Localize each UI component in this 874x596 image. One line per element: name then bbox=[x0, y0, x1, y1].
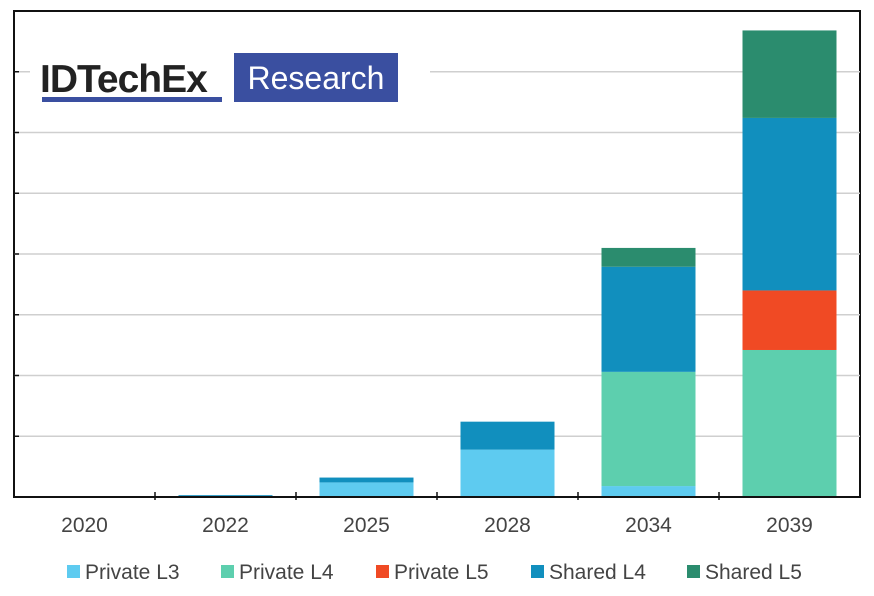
bars bbox=[178, 30, 837, 497]
legend-swatch bbox=[67, 565, 80, 578]
legend-swatch bbox=[531, 565, 544, 578]
legend-label: Private L3 bbox=[85, 561, 180, 584]
bar-segment bbox=[742, 349, 837, 497]
logo-secondary-badge bbox=[234, 53, 398, 102]
legend-label: Shared L5 bbox=[705, 561, 802, 584]
x-tick-label: 2020 bbox=[61, 514, 108, 537]
bar-segment bbox=[742, 117, 837, 291]
bar-segment bbox=[742, 290, 837, 350]
bar-segment bbox=[601, 371, 696, 487]
legend: Private L3 Private L4 Private L5 Shared L4 S… bbox=[67, 561, 802, 584]
logo-secondary-text: Research bbox=[248, 60, 385, 96]
x-tick-label: 2028 bbox=[484, 514, 531, 537]
legend-label: Shared L4 bbox=[549, 561, 646, 584]
bar-segment bbox=[601, 247, 696, 267]
bar-segment bbox=[460, 421, 555, 450]
legend-label: Private L5 bbox=[394, 561, 489, 584]
legend-label: Private L4 bbox=[239, 561, 334, 584]
x-tick-label: 2039 bbox=[766, 514, 813, 537]
bar-segment bbox=[601, 266, 696, 372]
x-tick-label: 2025 bbox=[343, 514, 390, 537]
idtechex-logo: IDTechEx Research bbox=[30, 46, 430, 108]
x-tick-label: 2022 bbox=[202, 514, 249, 537]
bar-segment bbox=[319, 482, 414, 497]
bar-segment bbox=[601, 486, 696, 497]
bar-segment bbox=[178, 495, 273, 497]
bar-segment bbox=[460, 449, 555, 497]
legend-swatch bbox=[221, 565, 234, 578]
bar-segment bbox=[742, 30, 837, 118]
logo-underline bbox=[42, 97, 222, 102]
legend-swatch bbox=[687, 565, 700, 578]
bar-segment bbox=[319, 477, 414, 483]
x-tick-label: 2034 bbox=[625, 514, 672, 537]
x-ticks: 2020 2022 2025 2028 2034 2039 bbox=[61, 492, 813, 537]
legend-swatch bbox=[376, 565, 389, 578]
logo-primary-text: IDTechEx bbox=[40, 58, 208, 101]
